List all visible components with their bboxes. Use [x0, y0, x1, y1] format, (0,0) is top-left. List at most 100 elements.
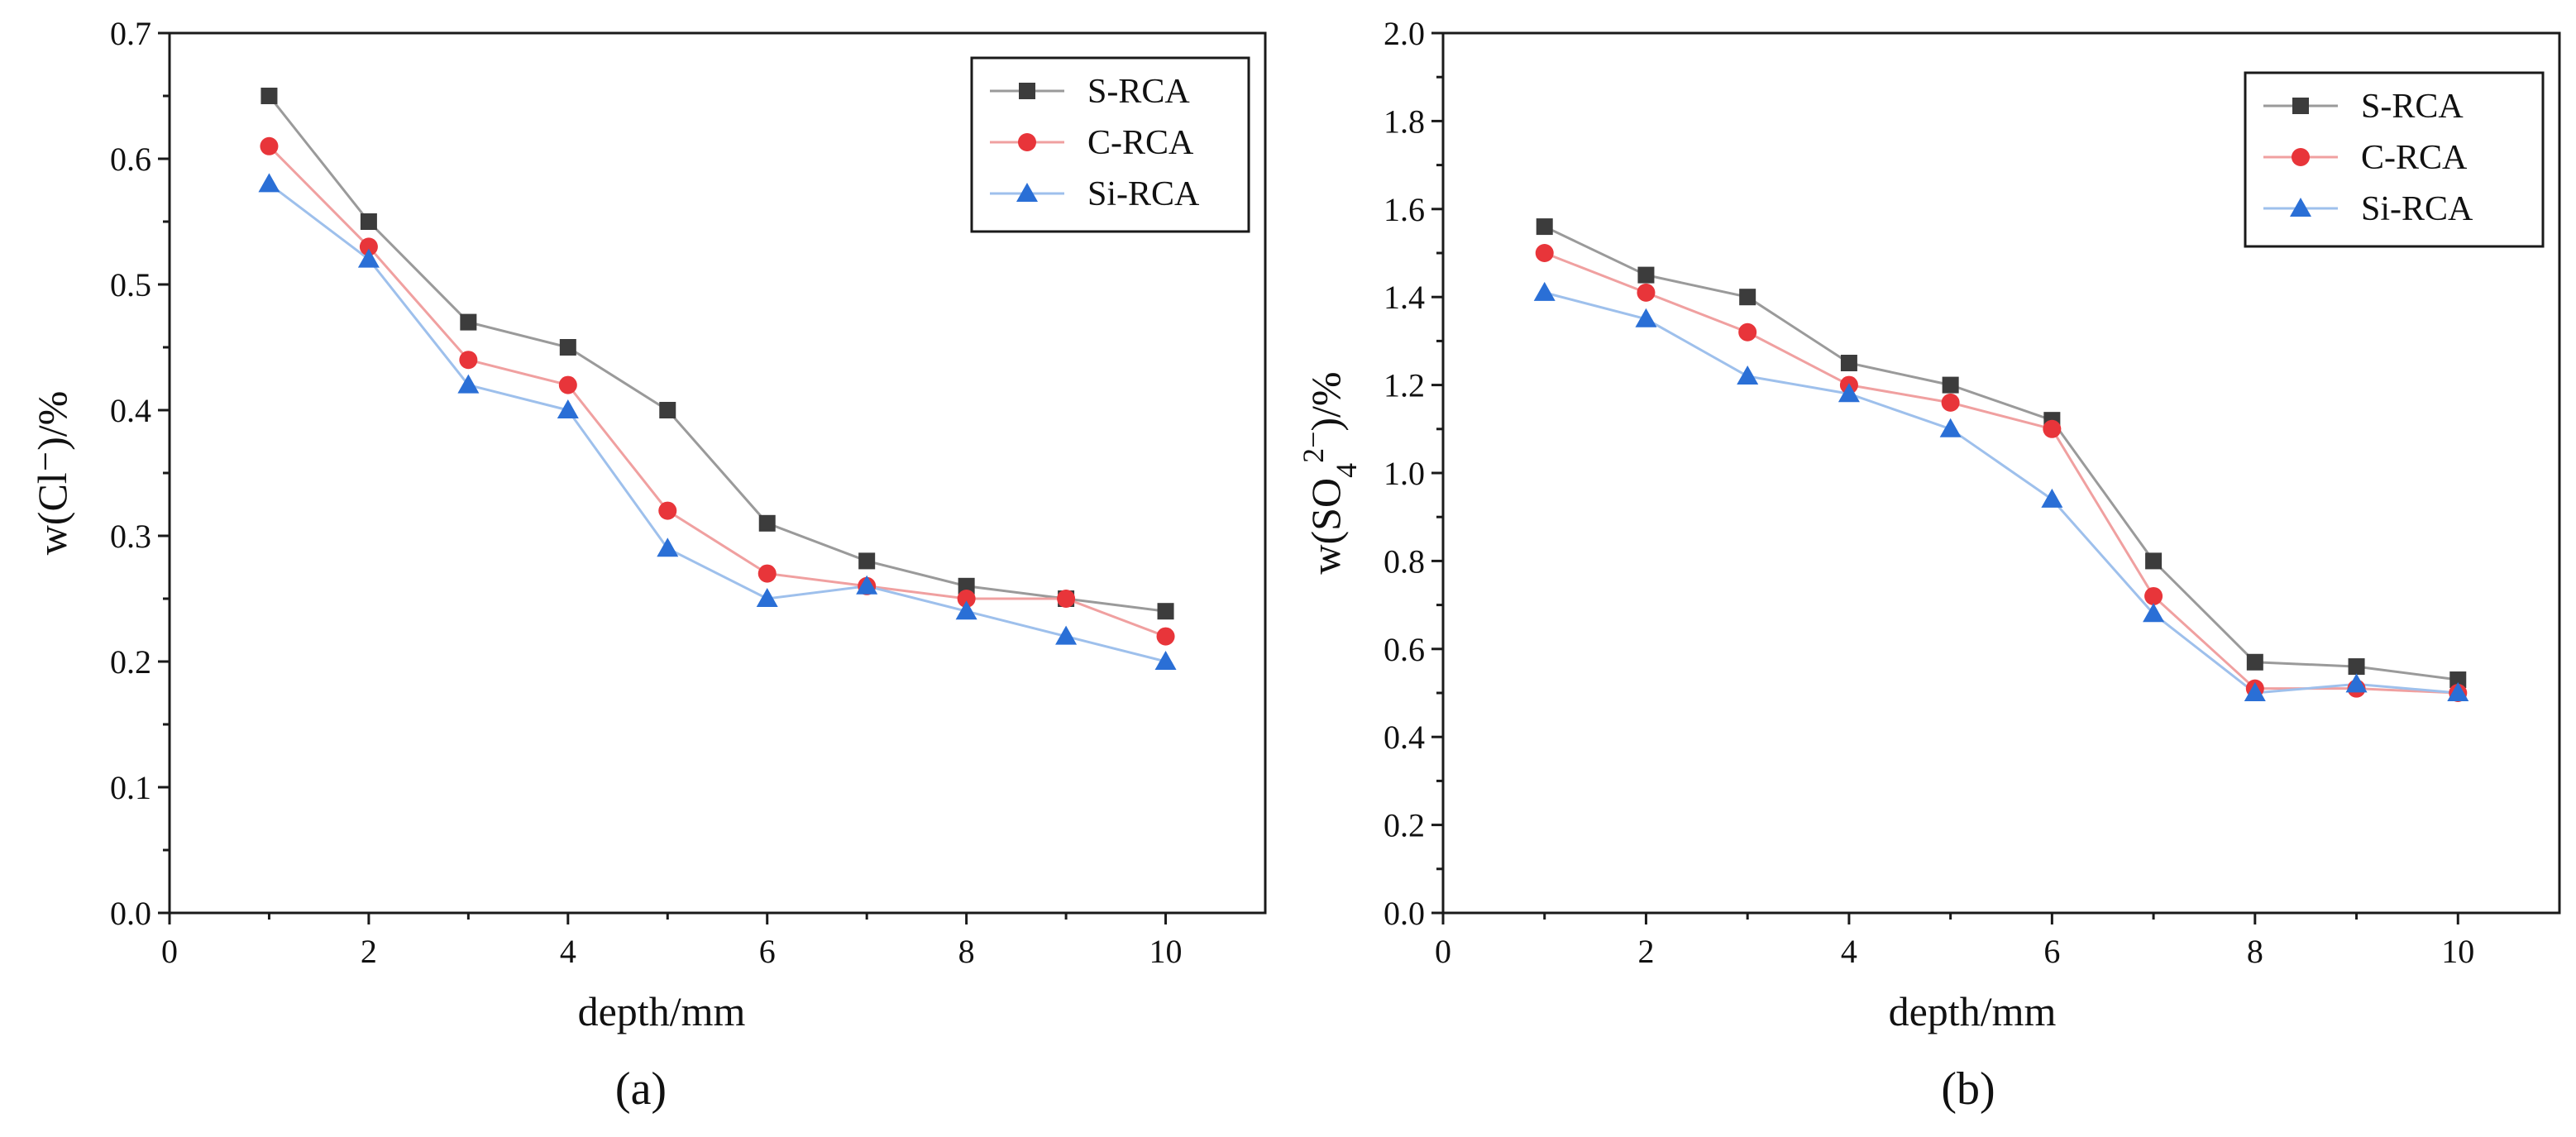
- series-line-si-rca: [1544, 291, 2459, 695]
- y-tick-label: 0.0: [1384, 895, 1425, 932]
- data-point-si-rca: [1055, 625, 1078, 645]
- data-point-s-rca: [1536, 218, 1553, 236]
- data-point-si-rca: [756, 588, 778, 607]
- x-tick-label: 2: [1637, 933, 1654, 970]
- legend-marker: [2290, 198, 2311, 217]
- data-point-c-rca: [2144, 586, 2163, 605]
- x-tick-label: 0: [1435, 933, 1451, 970]
- data-point-s-rca: [559, 339, 576, 356]
- data-point-c-rca: [957, 590, 976, 608]
- data-point-c-rca: [758, 564, 777, 583]
- data-point-si-rca: [557, 399, 579, 418]
- data-point-c-rca: [260, 136, 279, 155]
- legend-label: Si-RCA: [2361, 190, 2473, 228]
- x-tick-label: 10: [1149, 933, 1183, 970]
- y-tick-label: 0.6: [110, 141, 151, 178]
- series-layer: [1533, 218, 2469, 702]
- series-line-c-rca: [268, 145, 1167, 638]
- data-point-s-rca: [360, 213, 377, 230]
- data-point-c-rca: [1535, 244, 1554, 262]
- data-point-c-rca: [1156, 627, 1175, 646]
- y-tick-label: 0.5: [110, 266, 151, 303]
- legend-marker: [1018, 133, 1036, 151]
- data-point-c-rca: [1738, 322, 1757, 342]
- x-tick-label: 6: [2043, 933, 2060, 970]
- data-point-c-rca: [359, 237, 378, 256]
- legend: S-RCA C-RCA Si-RCA: [970, 56, 1250, 233]
- data-point-si-rca: [1838, 383, 1860, 403]
- y-tick-label: 0.0: [110, 895, 151, 932]
- series-line-si-rca: [268, 183, 1166, 663]
- x-axis-title: depth/mm: [1889, 988, 2057, 1034]
- y-axis-title: w(Cl⁻)/%: [29, 391, 75, 556]
- data-point-s-rca: [2348, 658, 2365, 676]
- x-tick-label: 2: [361, 933, 377, 970]
- data-point-s-rca: [659, 402, 676, 418]
- data-point-si-rca: [2041, 488, 2063, 508]
- data-point-c-rca: [1057, 590, 1076, 608]
- data-point-s-rca: [858, 552, 876, 570]
- y-axis-title-main: w(SO: [1302, 478, 1349, 575]
- series-line-c-rca: [1544, 251, 2459, 695]
- data-point-si-rca: [1737, 365, 1759, 385]
- data-point-si-rca: [2143, 603, 2165, 623]
- data-point-s-rca: [2449, 671, 2467, 689]
- data-point-c-rca: [1637, 283, 1656, 302]
- data-point-s-rca: [1840, 355, 1857, 371]
- y-tick-label: 1.6: [1384, 191, 1425, 228]
- data-point-si-rca: [2447, 682, 2469, 701]
- y-tick-label: 0.4: [110, 392, 151, 429]
- y-tick-label: 0.7: [110, 15, 151, 52]
- legend-label: S-RCA: [1087, 73, 1190, 111]
- data-point-si-rca: [2345, 673, 2368, 693]
- legend-label: C-RCA: [2361, 139, 2468, 177]
- legend: S-RCA C-RCA Si-RCA: [2244, 71, 2545, 248]
- data-point-si-rca: [457, 374, 480, 394]
- data-point-s-rca: [1157, 603, 1174, 620]
- data-point-si-rca: [1939, 418, 1962, 437]
- legend-box: [970, 56, 1250, 233]
- data-point-c-rca: [658, 501, 677, 520]
- data-point-s-rca: [460, 313, 477, 331]
- x-tick-label: 4: [1841, 933, 1857, 970]
- data-point-s-rca: [2145, 552, 2163, 570]
- axis-ticks: 0 2 4 6 8 10 0.0 0.2 0.4 0.6 0.8 1.0 1.2 1.4 1.6 1.8 2.0: [1384, 15, 2474, 970]
- x-tick-label: 8: [958, 933, 975, 970]
- data-point-si-rca: [1533, 281, 1556, 301]
- data-point-s-rca: [958, 577, 975, 595]
- caption-a: (a): [615, 1063, 667, 1115]
- y-axis-title: w(SO42−)/%: [1297, 371, 1363, 574]
- y-tick-label: 1.0: [1384, 455, 1425, 492]
- y-tick-label: 1.2: [1384, 367, 1425, 404]
- x-tick-label: 10: [2441, 933, 2474, 970]
- y-tick-label: 0.1: [110, 769, 151, 806]
- y-tick-label: 0.4: [1384, 719, 1425, 756]
- x-tick-label: 8: [2247, 933, 2263, 970]
- data-point-si-rca: [955, 600, 977, 620]
- series-line-s-rca: [1544, 225, 2459, 681]
- y-tick-label: 0.2: [1384, 807, 1425, 844]
- caption-b: (b): [1941, 1063, 1995, 1115]
- y-axis-title-end: )/%: [1302, 371, 1349, 431]
- chart-panel-a: 0 2 4 6 8 10 0.0 0.1 0.2 0.3 0.4 0.5 0.6 0.7 S-RCA C-R…: [29, 15, 1267, 1115]
- y-tick-label: 0.3: [110, 518, 151, 555]
- legend-marker: [2292, 98, 2309, 114]
- legend-marker: [1016, 183, 1038, 202]
- data-point-s-rca: [758, 514, 776, 532]
- data-point-si-rca: [1154, 651, 1177, 670]
- data-point-s-rca: [1739, 289, 1756, 306]
- legend-label: S-RCA: [2361, 88, 2464, 126]
- legend-marker: [1019, 83, 1035, 99]
- y-axis-title-sub: 4: [1330, 463, 1363, 478]
- data-point-s-rca: [1942, 376, 1959, 394]
- y-tick-label: 2.0: [1384, 15, 1425, 52]
- data-point-s-rca: [2246, 653, 2263, 671]
- y-tick-label: 0.6: [1384, 631, 1425, 668]
- data-point-c-rca: [459, 351, 478, 370]
- data-point-c-rca: [1941, 393, 1960, 412]
- series-layer: [258, 88, 1177, 670]
- chart-panel-b: 0 2 4 6 8 10 0.0 0.2 0.4 0.6 0.8 1.0 1.2 1.4 1.6 1.8 2.0…: [1297, 15, 2561, 1115]
- data-point-s-rca: [1637, 266, 1655, 284]
- x-tick-label: 0: [161, 933, 178, 970]
